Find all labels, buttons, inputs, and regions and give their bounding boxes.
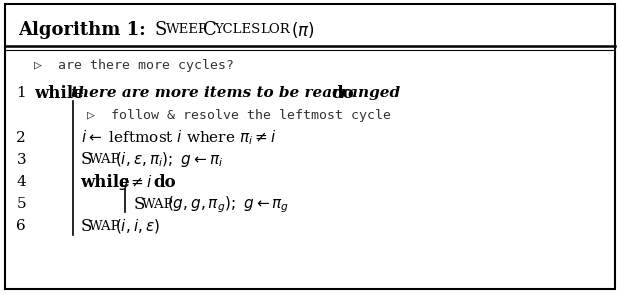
Text: ▷  are there more cycles?: ▷ are there more cycles?	[34, 59, 234, 72]
Text: S: S	[133, 196, 144, 213]
Text: Algorithm 1:: Algorithm 1:	[19, 21, 146, 38]
Text: $g \neq i$: $g \neq i$	[118, 173, 153, 192]
Text: while: while	[34, 85, 84, 102]
Text: 5: 5	[16, 197, 26, 211]
Text: YCLES: YCLES	[214, 23, 260, 36]
Text: do: do	[154, 173, 176, 191]
Text: $(\pi)$: $(\pi)$	[291, 20, 314, 40]
Text: ▷  follow & resolve the leftmost cycle: ▷ follow & resolve the leftmost cycle	[87, 109, 391, 122]
Text: WAP: WAP	[89, 153, 121, 166]
Text: WAP: WAP	[142, 198, 174, 211]
Text: $(i, i, \varepsilon)$: $(i, i, \varepsilon)$	[115, 218, 159, 235]
Text: WAP: WAP	[89, 220, 121, 233]
Text: 4: 4	[16, 175, 26, 189]
Text: S: S	[155, 21, 167, 38]
Text: 3: 3	[16, 153, 26, 167]
Text: $(g, g, \pi_g);\ g \leftarrow \pi_g$: $(g, g, \pi_g);\ g \leftarrow \pi_g$	[167, 194, 290, 215]
Text: 1: 1	[16, 86, 26, 100]
Text: S: S	[81, 218, 92, 235]
Text: $(i, \varepsilon, \pi_i);\ g \leftarrow \pi_i$: $(i, \varepsilon, \pi_i);\ g \leftarrow …	[115, 150, 223, 169]
Text: 2: 2	[16, 131, 26, 145]
Text: do: do	[332, 85, 354, 102]
Text: while: while	[81, 173, 130, 191]
Text: 6: 6	[16, 219, 26, 234]
Text: WEEP: WEEP	[166, 23, 208, 36]
Text: there are more items to be rearranged: there are more items to be rearranged	[71, 86, 401, 100]
Text: LOR: LOR	[260, 23, 290, 36]
Text: C: C	[203, 21, 217, 38]
Text: S: S	[81, 151, 92, 168]
Text: $i \leftarrow$ leftmost $i$ where $\pi_i \neq i$: $i \leftarrow$ leftmost $i$ where $\pi_i…	[81, 128, 276, 147]
